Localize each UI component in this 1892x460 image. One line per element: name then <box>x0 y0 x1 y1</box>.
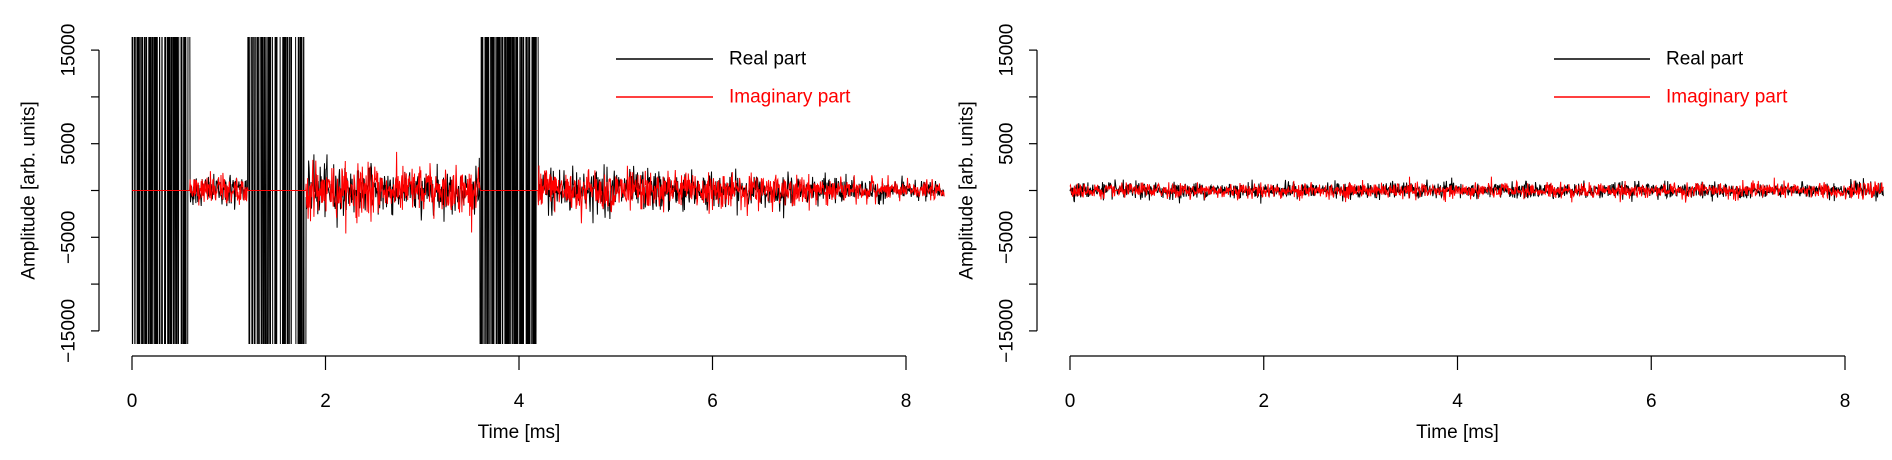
x-tick-label: 0 <box>1065 391 1076 412</box>
y-tick-label: −5000 <box>59 211 80 264</box>
y-tick-label: −15000 <box>997 299 1018 363</box>
legend-label-imaginary: Imaginary part <box>1666 87 1788 108</box>
panel-right: −15000 −5000 5000 15000 Amplitude [arb. unit… <box>957 24 1884 443</box>
x-tick-label: 8 <box>1840 391 1851 412</box>
legend: Real part Imaginary part <box>616 49 851 108</box>
y-axis-label: Amplitude [arb. units] <box>19 101 40 279</box>
x-tick-label: 0 <box>127 391 138 412</box>
legend-label-imaginary: Imaginary part <box>729 87 851 108</box>
series-imaginary-part <box>1069 176 1884 203</box>
y-tick-label: −5000 <box>997 211 1018 264</box>
x-tick-label: 8 <box>901 391 912 412</box>
x-tick-label: 2 <box>320 391 331 412</box>
x-axis-label: Time [ms] <box>1416 422 1499 443</box>
y-tick-label: 15000 <box>997 24 1018 77</box>
series-real-part <box>131 37 945 344</box>
series-group <box>131 37 945 344</box>
series-group <box>1069 176 1884 204</box>
series-imaginary-part <box>132 151 945 234</box>
y-axis-label: Amplitude [arb. units] <box>957 101 978 279</box>
x-tick-label: 4 <box>1452 391 1463 412</box>
panel-left: −15000 −5000 5000 15000 Amplitude [arb. unit… <box>19 24 945 443</box>
legend-label-real: Real part <box>1666 49 1744 70</box>
x-tick-label: 2 <box>1258 391 1269 412</box>
x-tick-label: 4 <box>514 391 525 412</box>
x-axis-label: Time [ms] <box>478 422 561 443</box>
y-tick-label: 5000 <box>997 123 1018 165</box>
y-tick-label: 15000 <box>59 24 80 77</box>
y-tick-label: 5000 <box>59 123 80 165</box>
legend: Real part Imaginary part <box>1554 49 1788 108</box>
y-tick-label: −15000 <box>59 299 80 363</box>
x-tick-label: 6 <box>1646 391 1657 412</box>
legend-label-real: Real part <box>729 49 807 70</box>
x-tick-label: 6 <box>707 391 718 412</box>
